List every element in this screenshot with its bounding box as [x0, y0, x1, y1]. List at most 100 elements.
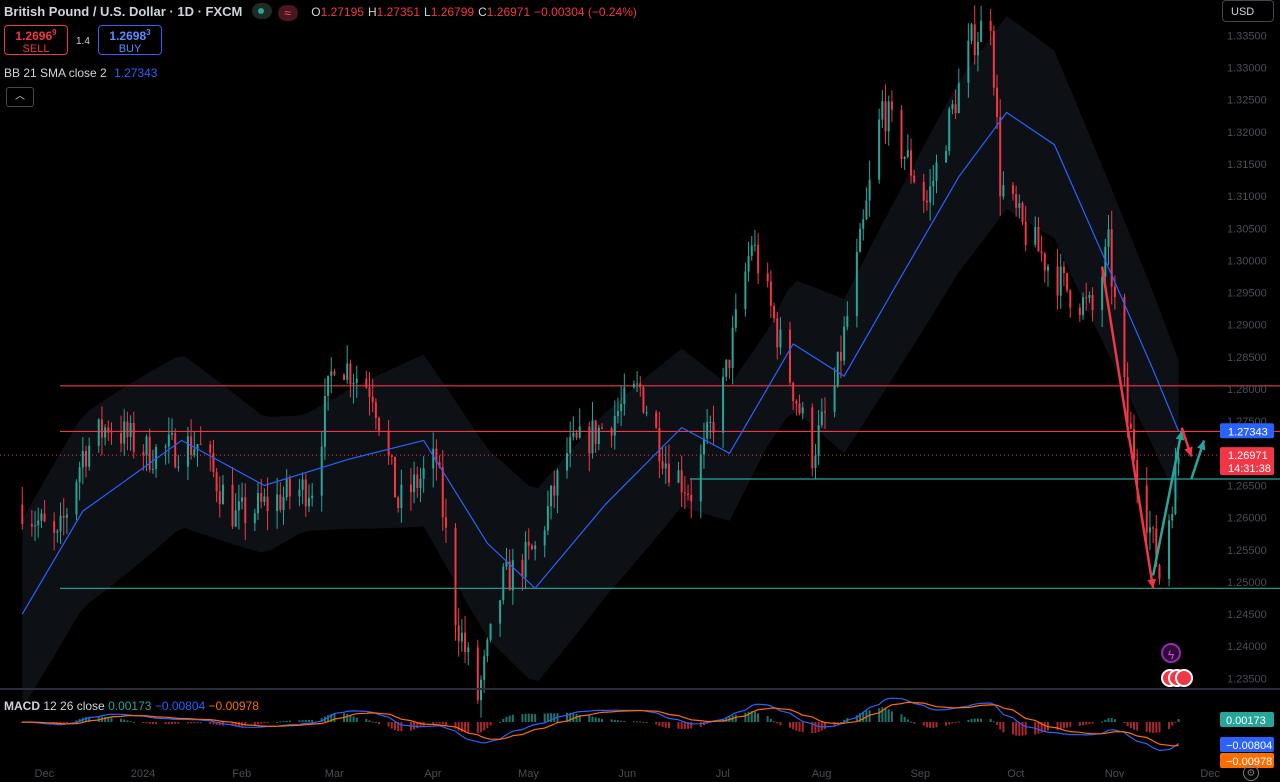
macd-histogram-bar	[511, 714, 514, 722]
candle-body	[1113, 286, 1116, 298]
candle-body	[502, 566, 505, 601]
candle-body	[661, 461, 664, 469]
macd-histogram-bar	[75, 720, 78, 722]
macd-histogram-bar	[155, 722, 158, 725]
candle-body	[620, 403, 623, 412]
macd-histogram-bar	[301, 720, 304, 722]
macd-histogram-bar	[677, 722, 680, 729]
countdown-text: 14:31:38	[1228, 463, 1271, 475]
macd-histogram-bar	[148, 722, 151, 724]
candle-body	[1174, 463, 1177, 515]
macd-histogram-bar	[683, 722, 686, 730]
candle-body	[922, 182, 925, 201]
macd-histogram-bar	[432, 722, 435, 725]
macd-histogram-bar	[151, 722, 154, 725]
candle-body	[53, 521, 56, 533]
macd-histogram-bar	[572, 713, 575, 722]
macd-histogram-bar	[951, 722, 954, 724]
macd-histogram-bar	[839, 721, 842, 723]
macd-histogram-bar	[1174, 722, 1177, 723]
candle-body	[725, 359, 728, 377]
macd-histogram-bar	[884, 707, 887, 722]
bb-value: 1.27343	[114, 66, 158, 80]
macd-histogram-bar	[795, 722, 798, 731]
candle-body	[632, 383, 635, 388]
time-tick-label: Nov	[1105, 768, 1125, 780]
candle-body	[34, 525, 37, 527]
macd-histogram-bar	[855, 715, 858, 722]
macd-params: 12 26 close	[43, 699, 105, 713]
macd-histogram-bar	[1155, 722, 1158, 733]
candle-body	[148, 436, 151, 470]
candle-body	[409, 484, 412, 493]
macd-histogram-bar	[996, 722, 999, 726]
candle-body	[56, 531, 59, 533]
price-tick-label: 1.26500	[1227, 480, 1267, 492]
macd-histogram-bar	[922, 722, 925, 726]
macd-histogram-bar	[929, 722, 932, 728]
macd-histogram-bar	[788, 722, 791, 728]
market-open-icon[interactable]	[251, 3, 272, 19]
candle-body	[954, 104, 957, 114]
candle-body	[1132, 429, 1135, 460]
us-flag-icon[interactable]	[1175, 669, 1193, 687]
time-axis[interactable]: Dec 2024 Feb Mar Apr May Jun Jul Aug Sep Oct Nov Dec	[35, 768, 1221, 780]
macd-histogram-bar	[999, 722, 1002, 730]
macd-histogram-bar	[613, 719, 616, 722]
candle-body	[416, 474, 419, 489]
price-tick-label: 1.30500	[1227, 223, 1267, 235]
spread-value: 1.4	[76, 36, 90, 47]
buy-label: BUY	[118, 43, 142, 55]
candle-body	[801, 407, 804, 414]
candle-body	[253, 513, 256, 524]
macd-histogram-bar	[766, 716, 769, 722]
macd-histogram-bar	[177, 722, 180, 724]
macd-histogram-bar	[973, 718, 976, 722]
arrow-head	[1197, 440, 1206, 451]
macd-histogram-bar	[814, 722, 817, 733]
sell-button[interactable]: 1.26969 SELL	[4, 25, 68, 55]
macd-label-bg	[1220, 737, 1274, 752]
candle-body	[970, 24, 973, 41]
candle-body	[164, 446, 167, 448]
candle-body	[855, 251, 858, 317]
currency-button[interactable]: USD	[1222, 0, 1274, 22]
candle-body	[996, 87, 999, 118]
candle-body	[460, 632, 463, 642]
bb-legend[interactable]: BB 21 SMA close 2 1.27343	[4, 66, 157, 80]
macd-histogram-bar	[524, 713, 527, 722]
gear-icon[interactable]: ⚙	[1243, 765, 1259, 781]
candle-body	[992, 30, 995, 88]
macd-histogram-bar	[1040, 722, 1043, 733]
macd-histogram-bar	[435, 722, 438, 724]
time-tick-label: May	[518, 768, 539, 780]
candle-body	[788, 329, 791, 383]
candle-body	[285, 478, 288, 498]
macd-histogram-bar	[126, 720, 129, 722]
candle-body	[311, 495, 314, 499]
candle-body	[151, 468, 154, 470]
candle-body	[352, 382, 355, 385]
candle-body	[999, 117, 1002, 197]
buy-price: 1.2698	[109, 29, 147, 43]
candle-body	[260, 493, 263, 502]
macd-histogram-bar	[903, 716, 906, 722]
price-axis[interactable]: 1.33500 1.33000 1.32500 1.32000 1.31500 1.310…	[1227, 30, 1267, 685]
candle-body	[623, 387, 626, 404]
macd-histogram-bar	[588, 715, 591, 722]
candle-body	[209, 444, 212, 453]
lightning-icon[interactable]: ϟ	[1161, 643, 1181, 663]
candle-body	[610, 428, 613, 436]
macd-histogram-bar	[690, 722, 693, 729]
candle-body	[766, 273, 769, 282]
macd-legend[interactable]: MACD 12 26 close 0.00173 −0.00804 −0.009…	[4, 699, 259, 713]
macd-histogram-bar	[1177, 718, 1180, 722]
chevron-up-icon[interactable]: ︿	[6, 87, 34, 107]
symbol-title[interactable]: British Pound / U.S. Dollar · 1D · FXCM	[4, 4, 243, 19]
buy-button[interactable]: 1.26983 BUY	[98, 25, 162, 55]
candle-body	[687, 493, 690, 495]
candle-body	[387, 430, 390, 456]
wave-icon[interactable]: ≈	[277, 5, 298, 21]
